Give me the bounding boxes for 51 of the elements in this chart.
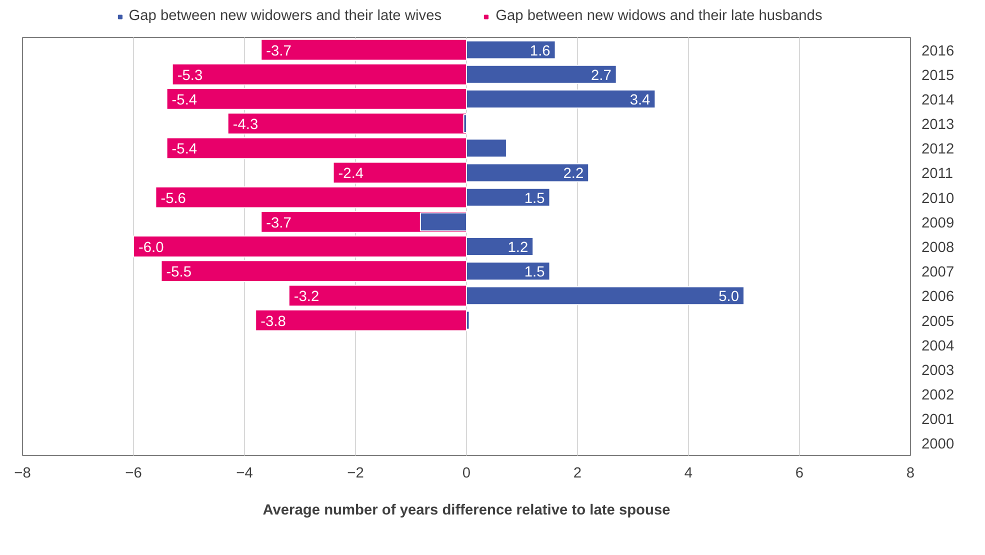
data-label: -3.7 bbox=[266, 215, 292, 232]
y-tick-label: 2000 bbox=[922, 436, 954, 453]
x-tick-label: 8 bbox=[906, 466, 915, 482]
data-label: 1.5 bbox=[524, 264, 545, 281]
data-label: 1.6 bbox=[530, 43, 550, 60]
y-tick-label: 2010 bbox=[922, 190, 954, 207]
x-axis-title: Average number of years difference relative to late spouse bbox=[262, 502, 670, 518]
data-label: 1.2 bbox=[508, 240, 528, 256]
data-label: -3.2 bbox=[294, 289, 320, 306]
y-tick-label: 2004 bbox=[922, 338, 954, 354]
x-tick-label: 6 bbox=[795, 466, 804, 482]
x-tick-label: 4 bbox=[684, 466, 693, 482]
y-tick-label: 2016 bbox=[922, 43, 954, 60]
data-label: -5.3 bbox=[177, 68, 203, 84]
legend-label: Gap between new widows and their late husbands bbox=[496, 8, 822, 24]
data-label: 2.7 bbox=[590, 68, 612, 84]
y-tick-label: 2001 bbox=[922, 412, 954, 428]
y-tick-label: 2006 bbox=[922, 289, 954, 306]
y-tick-label: 2005 bbox=[922, 314, 954, 330]
data-label: 1.5 bbox=[524, 190, 545, 207]
y-tick-label: 2011 bbox=[922, 166, 954, 182]
y-tick-label: 2008 bbox=[922, 240, 954, 256]
data-label: 2.2 bbox=[563, 166, 584, 182]
x-tick-label: −6 bbox=[125, 466, 142, 482]
bar bbox=[227, 112, 467, 135]
data-label: -3.8 bbox=[260, 314, 286, 330]
x-tick-label: −8 bbox=[14, 466, 31, 482]
y-tick-label: 2014 bbox=[922, 92, 954, 108]
data-label: -5.4 bbox=[172, 92, 198, 108]
data-label: -5.6 bbox=[160, 190, 186, 207]
data-label: -4.3 bbox=[232, 117, 258, 134]
y-tick-label: 2003 bbox=[922, 362, 954, 379]
y-tick-label: 2012 bbox=[922, 142, 954, 158]
data-label: -5.4 bbox=[172, 142, 198, 158]
legend-label: Gap between new widowers and their late wives bbox=[128, 8, 442, 24]
x-tick-label: 0 bbox=[462, 466, 471, 482]
data-label: -5.5 bbox=[166, 264, 192, 281]
x-tick-label: 2 bbox=[573, 466, 582, 482]
y-tick-label: 2002 bbox=[922, 388, 954, 404]
x-tick-label: −2 bbox=[347, 466, 364, 482]
data-label: -2.4 bbox=[338, 166, 364, 182]
y-tick-label: 2009 bbox=[922, 215, 954, 232]
y-tick-label: 2007 bbox=[922, 264, 954, 281]
x-tick-label: −4 bbox=[236, 466, 253, 482]
bar bbox=[255, 309, 467, 332]
y-tick-label: 2013 bbox=[922, 117, 954, 134]
data-label: 3.4 bbox=[630, 92, 650, 108]
data-label: 5.0 bbox=[718, 289, 739, 306]
y-tick-label: 2015 bbox=[922, 68, 954, 84]
data-label: -6.0 bbox=[138, 240, 164, 256]
data-label: -3.7 bbox=[266, 43, 292, 60]
